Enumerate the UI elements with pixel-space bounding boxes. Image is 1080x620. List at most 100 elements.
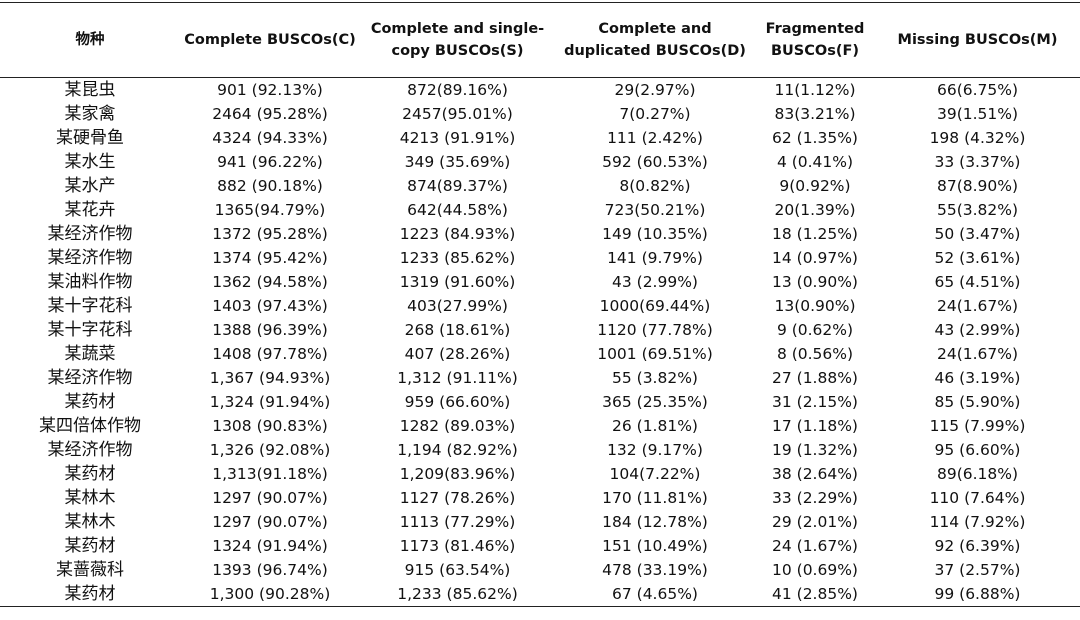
value-cell: 24(1.67%) [936,345,1019,363]
value-cell: 33 (3.37%) [934,153,1021,171]
value-cell: 37 (2.57%) [934,561,1021,579]
value-cell: 642(44.58%) [407,201,508,219]
table-row: 某林木 1297 (90.07%) 1113 (77.29%) 184 (12.78%… [0,510,1080,534]
value-cell: 19 (1.32%) [772,441,858,459]
species-cell: 某花卉 [64,200,116,220]
value-cell: 9 (0.62%) [776,321,854,339]
table-row: 某水产 882 (90.18%) 874(89.37%) 8(0.82%) 9(0.92… [0,174,1080,198]
value-cell: 115 (7.99%) [929,417,1026,435]
value-cell: 13 (0.90%) [772,273,858,291]
value-cell: 1233 (85.62%) [399,249,516,267]
table-row: 某蔷薇科 1393 (96.74%) 915 (63.54%) 478 (33.19%… [0,558,1080,582]
value-cell: 268 (18.61%) [404,321,511,339]
value-cell: 149 (10.35%) [602,225,708,243]
value-cell: 1282 (89.03%) [399,417,516,435]
column-header: Complete and duplicated BUSCOs(D) [555,2,755,78]
table-row: 某十字花科 1388 (96.39%) 268 (18.61%) 1120 (77.7… [0,318,1080,342]
value-cell: 114 (7.92%) [929,513,1026,531]
value-cell: 1308 (90.83%) [212,417,328,435]
value-cell: 349 (35.69%) [404,153,511,171]
value-cell: 8 (0.56%) [776,345,854,363]
species-cell: 某经济作物 [47,440,133,460]
value-cell: 2457(95.01%) [402,105,513,123]
species-cell: 某四倍体作物 [39,416,141,436]
value-cell: 1403 (97.43%) [212,297,328,315]
species-cell: 某药材 [64,392,116,412]
value-cell: 1120 (77.78%) [597,321,713,339]
value-cell: 43 (2.99%) [612,273,698,291]
value-cell: 198 (4.32%) [929,129,1026,147]
value-cell: 33 (2.29%) [772,489,858,507]
value-cell: 10 (0.69%) [772,561,858,579]
species-cell: 某水产 [64,176,116,196]
table-row: 某家禽 2464 (95.28%) 2457(95.01%) 7(0.27%) 83(3… [0,102,1080,126]
value-cell: 99 (6.88%) [934,585,1021,603]
table-row: 某昆虫 901 (92.13%) 872(89.16%) 29(2.97%) 11(1.… [0,78,1080,103]
value-cell: 1297 (90.07%) [212,513,328,531]
value-cell: 29 (2.01%) [772,513,858,531]
value-cell: 2464 (95.28%) [212,105,328,123]
value-cell: 9(0.92%) [779,177,851,195]
value-cell: 184 (12.78%) [602,513,708,531]
value-cell: 17 (1.18%) [772,417,858,435]
species-cell: 某十字花科 [47,296,133,316]
table-row: 某水生 941 (96.22%) 349 (35.69%) 592 (60.53%) 4… [0,150,1080,174]
value-cell: 43 (2.99%) [934,321,1021,339]
value-cell: 26 (1.81%) [612,417,698,435]
value-cell: 4213 (91.91%) [399,129,516,147]
value-cell: 901 (92.13%) [217,81,323,99]
value-cell: 1365(94.79%) [214,201,326,219]
species-cell: 某蔷薇科 [56,560,124,580]
value-cell: 1223 (84.93%) [399,225,516,243]
table-row: 某蔬菜 1408 (97.78%) 407 (28.26%) 1001 (69.51%… [0,342,1080,366]
species-cell: 某油料作物 [47,272,133,292]
value-cell: 872(89.16%) [407,81,508,99]
value-cell: 13(0.90%) [774,297,856,315]
value-cell: 52 (3.61%) [934,249,1021,267]
table-row: 某花卉 1365(94.79%) 642(44.58%) 723(50.21%) 20(… [0,198,1080,222]
table-body: 某昆虫 901 (92.13%) 872(89.16%) 29(2.97%) 11(1.… [0,78,1080,607]
species-cell: 某林木 [64,488,116,508]
value-cell: 55(3.82%) [936,201,1019,219]
species-cell: 某药材 [64,464,116,484]
species-cell: 某经济作物 [47,368,133,388]
table-row: 某药材 1,324 (91.94%) 959 (66.60%) 365 (25.35%… [0,390,1080,414]
column-header: Missing BUSCOs(M) [875,2,1080,78]
busco-table: 物种 Complete BUSCOs(C) Complete and single-… [0,2,1080,607]
value-cell: 65 (4.51%) [934,273,1021,291]
species-cell: 某家禽 [64,104,116,124]
table-row: 某硬骨鱼 4324 (94.33%) 4213 (91.91%) 111 (2.42%… [0,126,1080,150]
value-cell: 87(8.90%) [936,177,1019,195]
value-cell: 1,233 (85.62%) [397,585,518,603]
value-cell: 8(0.82%) [619,177,691,195]
value-cell: 46 (3.19%) [934,369,1021,387]
value-cell: 403(27.99%) [407,297,508,315]
value-cell: 31 (2.15%) [772,393,858,411]
value-cell: 18 (1.25%) [772,225,858,243]
species-cell: 某药材 [64,536,116,556]
value-cell: 111 (2.42%) [607,129,703,147]
column-header: 物种 [0,2,180,78]
value-cell: 1297 (90.07%) [212,489,328,507]
value-cell: 4 (0.41%) [776,153,854,171]
value-cell: 83(3.21%) [774,105,856,123]
species-cell: 某昆虫 [64,80,116,100]
value-cell: 89(6.18%) [936,465,1019,483]
value-cell: 1,313(91.18%) [212,465,328,483]
species-cell: 某林木 [64,512,116,532]
value-cell: 24(1.67%) [936,297,1019,315]
value-cell: 1000(69.44%) [599,297,711,315]
value-cell: 1393 (96.74%) [212,561,328,579]
header-row: 物种 Complete BUSCOs(C) Complete and single-… [0,2,1080,78]
value-cell: 7(0.27%) [619,105,691,123]
value-cell: 1408 (97.78%) [212,345,328,363]
table-row: 某十字花科 1403 (97.43%) 403(27.99%) 1000(69.44%… [0,294,1080,318]
value-cell: 95 (6.60%) [934,441,1021,459]
value-cell: 915 (63.54%) [404,561,511,579]
table-row: 某林木 1297 (90.07%) 1127 (78.26%) 170 (11.81%… [0,486,1080,510]
species-cell: 某经济作物 [47,224,133,244]
value-cell: 14 (0.97%) [772,249,858,267]
value-cell: 170 (11.81%) [602,489,708,507]
table-row: 某经济作物 1374 (95.42%) 1233 (85.62%) 141 (9.79… [0,246,1080,270]
